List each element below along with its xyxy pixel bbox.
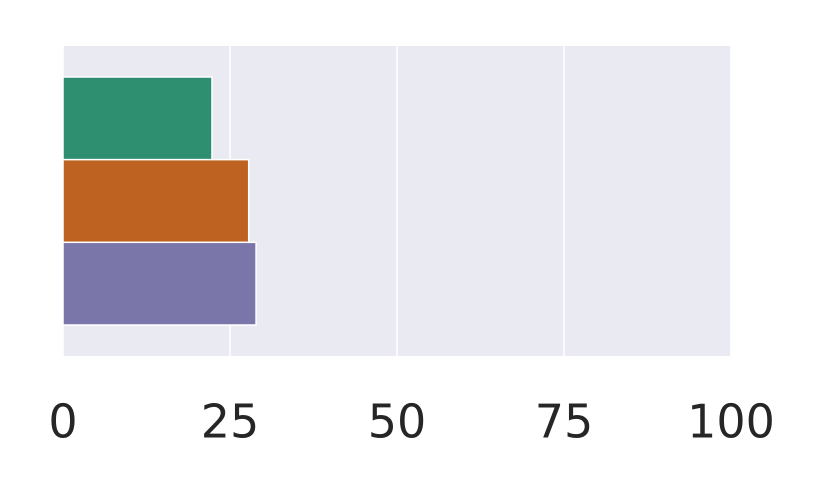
bar xyxy=(62,76,213,161)
x-tick-label: 100 xyxy=(687,395,775,449)
bar xyxy=(62,241,257,326)
x-tick-label: 75 xyxy=(535,395,594,449)
bar xyxy=(62,158,250,244)
x-tick-label: 25 xyxy=(201,395,260,449)
x-tick-label: 50 xyxy=(368,395,427,449)
x-tick-label: 0 xyxy=(48,395,77,449)
